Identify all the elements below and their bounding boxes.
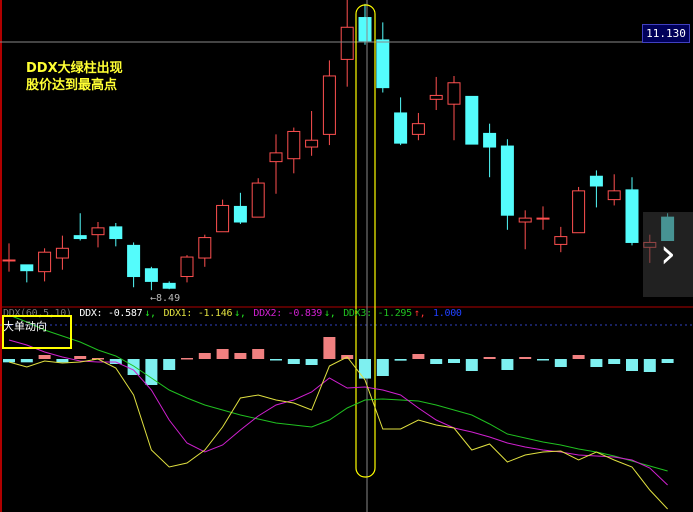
- candle-down: [589, 175, 603, 187]
- ddx-bar-negative: [501, 359, 514, 370]
- ddx-bar-negative: [3, 359, 15, 363]
- candle-up: [2, 259, 16, 262]
- low-price-marker: ←8.49: [150, 293, 181, 304]
- ddx-bar-positive: [252, 349, 265, 359]
- candle-up: [340, 26, 354, 60]
- candle-up: [518, 217, 532, 223]
- reference-level: 1.000: [433, 308, 462, 319]
- indicator-params: DDX(60,5,10): [3, 308, 72, 319]
- ddx-bar-negative: [465, 359, 478, 371]
- ddx1-line: [8, 356, 668, 510]
- indicator-name-highlight-box: [2, 315, 72, 349]
- ddx-arrow-icon: ↓,: [144, 308, 156, 319]
- ddx-bar-negative: [305, 359, 318, 365]
- candle-up: [536, 217, 550, 220]
- ddx-bar-negative: [430, 359, 443, 364]
- candle-up: [91, 227, 105, 236]
- ddx-bar-negative: [359, 359, 371, 379]
- ddx3-arrow-icon: ↑,: [413, 308, 426, 319]
- indicator-name: 大单动向: [3, 320, 47, 333]
- candle-up: [429, 94, 443, 100]
- candle-up: [287, 130, 301, 160]
- annotation-line-1: DDX大绿柱出现: [26, 61, 123, 76]
- ddx2-arrow-icon: ↓,: [324, 308, 336, 319]
- ddx-bar-negative: [56, 359, 69, 363]
- ddx-bar-negative: [127, 359, 140, 375]
- candle-down: [483, 132, 497, 148]
- candle-down: [109, 226, 123, 240]
- ddx-bar-negative: [287, 359, 300, 364]
- candle-up: [216, 204, 230, 233]
- ddx-bar-positive: [74, 356, 87, 359]
- candle-up: [180, 256, 194, 278]
- candle-down: [625, 189, 639, 243]
- candle-down: [20, 264, 34, 272]
- chevron-right-icon[interactable]: ›: [643, 212, 693, 297]
- ddx-bar-positive: [412, 354, 425, 359]
- ddx-bar-negative: [376, 359, 389, 376]
- ddx-bar-positive: [38, 355, 51, 359]
- candle-up: [251, 182, 265, 218]
- ddx-bar-negative: [145, 359, 158, 385]
- ddx-bar-positive: [216, 349, 229, 359]
- ddx-bar-positive: [234, 353, 247, 359]
- candle-up: [411, 123, 425, 135]
- ddx-bar-positive: [572, 355, 585, 359]
- candle-down: [465, 95, 479, 145]
- candle-down: [127, 244, 141, 278]
- ddx3-value: DDX3: -1.295: [343, 308, 412, 319]
- candle-down: [500, 145, 514, 216]
- candle-up: [572, 190, 586, 234]
- ddx-bar-negative: [163, 359, 176, 370]
- candle-up: [198, 237, 212, 259]
- ddx-bar-positive: [483, 357, 496, 359]
- candle-down: [233, 205, 247, 223]
- candle-down: [394, 112, 408, 144]
- ddx-bar-negative: [554, 359, 567, 367]
- indicator-legend: DDX(60,5,10) DDX: -0.587 ↓, DDX1: -1.146 ↓…: [3, 308, 464, 319]
- ddx-bar-positive: [323, 337, 336, 359]
- ddx-bar-negative: [643, 359, 656, 372]
- candle-up: [305, 139, 319, 148]
- ddx-bar-negative: [608, 359, 621, 364]
- candle-down: [73, 235, 87, 240]
- highlight-ellipse: [355, 4, 376, 478]
- candle-up: [554, 236, 568, 245]
- ddx-bar-positive: [519, 357, 532, 359]
- ddx2-value: DDX2: -0.839: [253, 308, 323, 319]
- candle-up: [607, 190, 621, 201]
- ddx-bar-negative: [626, 359, 638, 371]
- candle-down: [144, 268, 158, 282]
- ddx3-line: [8, 314, 668, 472]
- ddx-bar-negative: [270, 359, 282, 361]
- candle-down: [376, 39, 390, 89]
- candle-up: [38, 251, 52, 273]
- ddx-bar-negative: [537, 359, 549, 361]
- ddx-value: DDX: -0.587: [79, 308, 143, 319]
- ddx-bar-negative: [661, 359, 674, 363]
- ddx-bar-positive: [181, 358, 193, 360]
- ddx-bar-negative: [448, 359, 460, 363]
- ddx-bar-negative: [590, 359, 603, 367]
- candle-down: [358, 17, 372, 42]
- annotation-line-2: 股价达到最高点: [26, 78, 118, 93]
- candle-up: [447, 82, 461, 105]
- annotation-text: DDX大绿柱出现 股价达到最高点: [26, 60, 123, 94]
- ddx-bar-negative: [20, 359, 33, 363]
- candle-up: [269, 152, 283, 163]
- ddx-bar-negative: [394, 359, 407, 361]
- crosshair-price-label: 11.130: [642, 24, 690, 43]
- ddx1-arrow-icon: ↓,: [234, 308, 246, 319]
- ddx1-value: DDX1: -1.146: [163, 308, 233, 319]
- candle-up: [55, 247, 69, 259]
- candle-down: [162, 282, 176, 289]
- ddx-bar-positive: [198, 353, 211, 359]
- candle-up: [322, 75, 336, 135]
